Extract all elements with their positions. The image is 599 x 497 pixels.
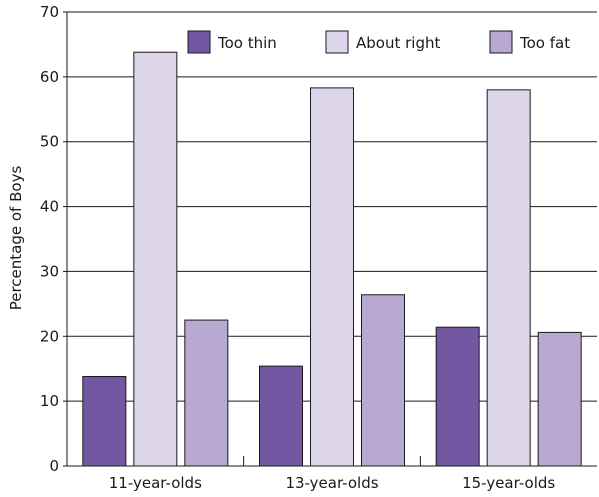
x-category-label: 15-year-olds bbox=[462, 474, 555, 492]
y-tick-label: 0 bbox=[49, 457, 59, 475]
y-tick-label: 20 bbox=[40, 327, 59, 345]
legend-label-too-thin: Too thin bbox=[217, 34, 277, 52]
y-axis-title: Percentage of Boys bbox=[7, 166, 25, 311]
y-tick-labels: 0 10 20 30 40 50 60 70 bbox=[40, 3, 59, 475]
axes bbox=[63, 11, 597, 467]
x-category-labels: 11-year-olds 13-year-olds 15-year-olds bbox=[109, 474, 556, 492]
y-tick-label: 40 bbox=[40, 198, 59, 216]
y-tick-label: 60 bbox=[40, 68, 59, 86]
bar-too-fat-3 bbox=[537, 331, 582, 467]
legend-label-too-fat: Too fat bbox=[519, 34, 570, 52]
bar-too-fat-1 bbox=[184, 319, 229, 467]
x-category-label: 11-year-olds bbox=[109, 474, 202, 492]
legend-swatch-too-fat bbox=[489, 30, 513, 54]
y-tick-label: 30 bbox=[40, 262, 59, 280]
bar-too-thin-2 bbox=[259, 365, 303, 467]
bar-about-right-1 bbox=[133, 51, 178, 467]
bar-too-thin-1 bbox=[82, 375, 127, 467]
bars bbox=[82, 51, 582, 467]
bar-too-thin-3 bbox=[435, 326, 480, 467]
legend: Too thin About right Too fat bbox=[187, 30, 570, 54]
bar-too-fat-2 bbox=[361, 294, 405, 467]
bar-about-right-2 bbox=[310, 87, 354, 467]
legend-label-about-right: About right bbox=[356, 34, 440, 52]
x-category-label: 13-year-olds bbox=[285, 474, 378, 492]
y-tick-label: 50 bbox=[40, 133, 59, 151]
legend-swatch-too-thin bbox=[187, 30, 211, 54]
y-tick-label: 70 bbox=[40, 3, 59, 21]
legend-swatch-about-right bbox=[325, 30, 349, 54]
y-tick-label: 10 bbox=[40, 392, 59, 410]
bar-about-right-3 bbox=[486, 89, 531, 467]
